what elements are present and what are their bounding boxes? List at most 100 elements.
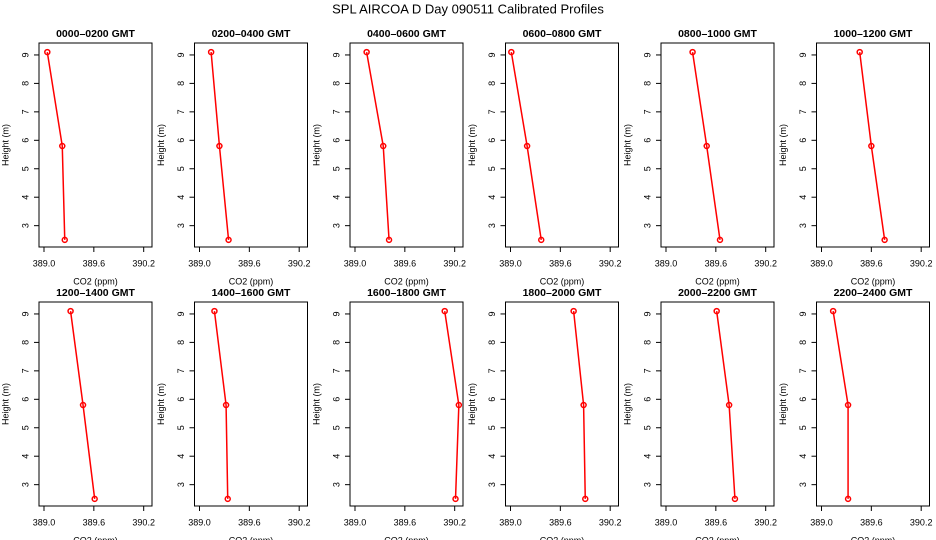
plot-frame	[816, 301, 930, 507]
y-tick-label: 8	[20, 81, 30, 86]
x-tick-label: 389.0	[655, 517, 678, 527]
y-tick-label: 9	[798, 311, 808, 316]
profile-line	[443, 310, 460, 499]
y-axis-label: Height (m)	[0, 383, 10, 425]
y-tick-label: 4	[798, 195, 808, 200]
y-tick-label: 3	[331, 223, 341, 228]
y-tick-label: 9	[798, 52, 808, 57]
y-tick-label: 4	[331, 195, 341, 200]
y-tick-label: 8	[642, 81, 652, 86]
x-axis-label: CO2 (ppm)	[695, 535, 740, 540]
y-tick-label: 7	[798, 368, 808, 373]
x-axis-label: CO2 (ppm)	[540, 276, 585, 286]
x-tick-label: 389.0	[33, 517, 56, 527]
y-tick-label: 7	[331, 368, 341, 373]
y-tick-label: 7	[176, 109, 186, 114]
x-tick-label: 389.0	[499, 258, 522, 268]
y-tick-label: 7	[798, 109, 808, 114]
x-tick-label: 389.0	[188, 258, 211, 268]
y-tick-label: 3	[176, 223, 186, 228]
data-point	[689, 48, 696, 56]
plot-frame	[505, 42, 619, 248]
y-tick-label: 8	[176, 81, 186, 86]
panel-title: 1400–1600 GMT	[212, 287, 291, 299]
y-tick-label: 5	[331, 166, 341, 171]
x-axis-label: CO2 (ppm)	[73, 276, 118, 286]
panel-title: 1800–2000 GMT	[523, 287, 602, 299]
data-point	[868, 142, 875, 150]
y-tick-label: 5	[331, 425, 341, 430]
data-point	[216, 142, 223, 150]
plot-frame	[349, 301, 464, 507]
plot-frame	[505, 301, 619, 507]
panel-title: 1000–1200 GMT	[834, 28, 913, 40]
x-tick-label: 389.0	[344, 258, 367, 268]
y-tick-label: 9	[20, 52, 30, 57]
y-tick-label: 4	[176, 195, 186, 200]
y-tick-label: 6	[642, 138, 652, 143]
panel-title: 1200–1400 GMT	[56, 287, 135, 299]
x-tick-label: 389.6	[860, 258, 883, 268]
y-tick-label: 3	[798, 223, 808, 228]
profile-line	[572, 311, 587, 499]
data-point	[523, 142, 531, 150]
y-tick-label: 3	[487, 482, 497, 487]
data-point	[452, 495, 459, 503]
y-tick-label: 4	[642, 454, 652, 459]
plot-frame	[194, 42, 308, 248]
y-tick-label: 8	[176, 340, 186, 345]
y-tick-label: 3	[487, 223, 497, 228]
plot-frame	[194, 301, 308, 507]
y-tick-label: 8	[20, 340, 30, 345]
y-tick-label: 6	[20, 397, 30, 402]
y-tick-label: 7	[176, 368, 186, 373]
y-tick-label: 7	[487, 368, 497, 373]
plot-frame	[38, 42, 153, 248]
y-tick-label: 9	[176, 52, 186, 57]
y-tick-label: 6	[798, 138, 808, 143]
y-tick-label: 3	[642, 482, 652, 487]
y-tick-label: 4	[798, 454, 808, 459]
x-tick-label: 389.6	[238, 258, 261, 268]
x-tick-label: 389.6	[860, 517, 883, 527]
y-tick-label: 7	[20, 109, 30, 114]
y-tick-label: 7	[20, 368, 30, 373]
y-axis-label: Height (m)	[156, 383, 166, 425]
y-tick-label: 5	[176, 166, 186, 171]
profile-line	[46, 51, 66, 240]
y-tick-label: 5	[20, 425, 30, 430]
y-tick-label: 5	[798, 166, 808, 171]
y-tick-label: 3	[798, 482, 808, 487]
x-axis-label: CO2 (ppm)	[229, 276, 274, 286]
y-tick-label: 7	[642, 109, 652, 114]
data-point	[570, 307, 577, 315]
x-tick-label: 389.6	[394, 258, 417, 268]
y-tick-label: 7	[331, 109, 341, 114]
x-tick-label: 390.2	[599, 517, 622, 527]
panel-title: 0400–0600 GMT	[367, 28, 446, 40]
y-tick-label: 4	[20, 195, 30, 200]
x-tick-label: 390.2	[754, 258, 777, 268]
profile-line	[210, 52, 230, 240]
x-tick-label: 390.2	[288, 258, 311, 268]
y-tick-label: 9	[331, 311, 341, 316]
y-tick-label: 4	[487, 454, 497, 459]
data-point	[59, 142, 66, 150]
y-tick-label: 6	[176, 397, 186, 402]
data-point	[207, 48, 215, 56]
plot-frame	[38, 301, 153, 507]
data-point	[211, 307, 218, 315]
y-tick-label: 8	[642, 340, 652, 345]
plot-frame	[349, 42, 464, 248]
x-tick-label: 389.6	[549, 517, 572, 527]
y-tick-label: 6	[487, 397, 497, 402]
y-tick-label: 8	[331, 81, 341, 86]
y-tick-label: 6	[798, 397, 808, 402]
y-tick-label: 6	[176, 138, 186, 143]
data-point	[829, 307, 837, 315]
y-tick-label: 9	[642, 311, 652, 316]
x-tick-label: 389.6	[238, 517, 261, 527]
x-tick-label: 389.0	[499, 517, 522, 527]
y-axis-label: Height (m)	[622, 383, 632, 425]
data-point	[881, 236, 888, 244]
